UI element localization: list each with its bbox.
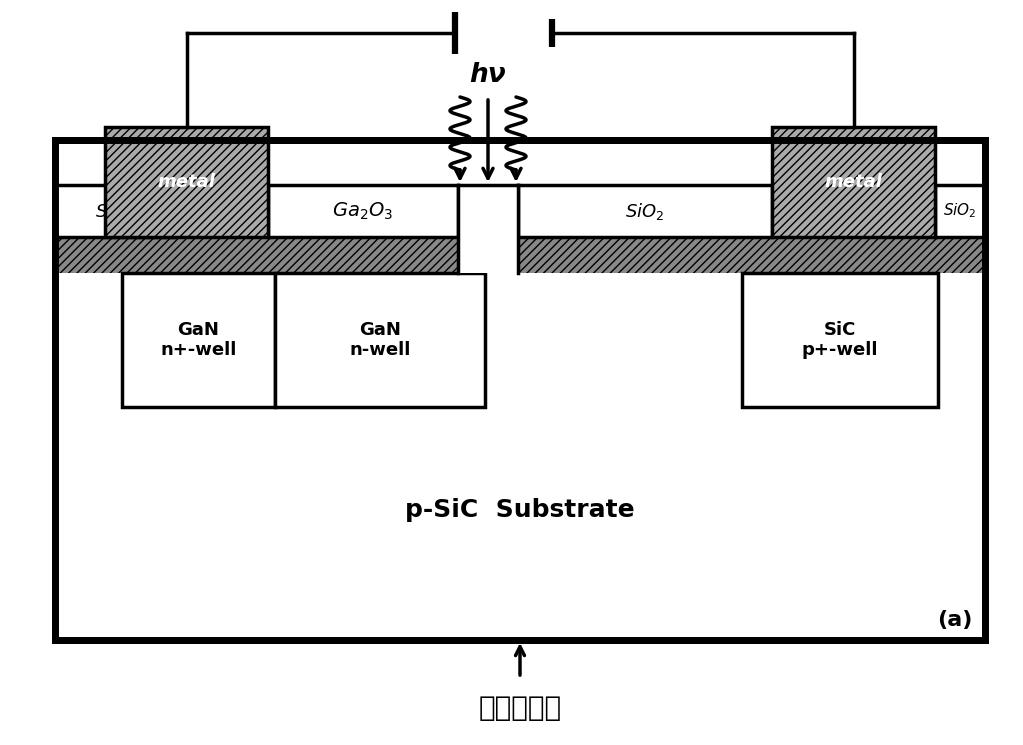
Bar — [268, 185, 458, 237]
Text: metal: metal — [825, 173, 883, 191]
Bar — [518, 185, 772, 237]
Bar — [55, 237, 985, 273]
Text: $Ga_2O_3$: $Ga_2O_3$ — [332, 200, 394, 222]
Text: 涂覆遗光层: 涂覆遗光层 — [479, 694, 562, 722]
Bar — [122, 273, 275, 407]
Text: hν: hν — [470, 62, 506, 88]
Text: (a): (a) — [937, 610, 973, 630]
Bar — [742, 273, 938, 407]
Bar — [458, 185, 518, 273]
Bar — [772, 127, 935, 237]
Bar — [55, 140, 985, 640]
Text: $SiO_2$: $SiO_2$ — [625, 200, 665, 221]
Bar — [55, 140, 985, 640]
Text: SiC
p+-well: SiC p+-well — [802, 320, 879, 359]
Bar — [105, 127, 268, 237]
Text: GaN
n-well: GaN n-well — [349, 320, 410, 359]
Text: $SiO_2$: $SiO_2$ — [943, 202, 977, 221]
Text: GaN
n+-well: GaN n+-well — [161, 320, 236, 359]
Bar — [935, 185, 985, 237]
Text: metal: metal — [158, 173, 216, 191]
Text: p-SiC  Substrate: p-SiC Substrate — [405, 498, 635, 522]
Bar — [55, 185, 175, 237]
Bar — [275, 273, 485, 407]
Text: $SiO_2$: $SiO_2$ — [95, 200, 135, 221]
